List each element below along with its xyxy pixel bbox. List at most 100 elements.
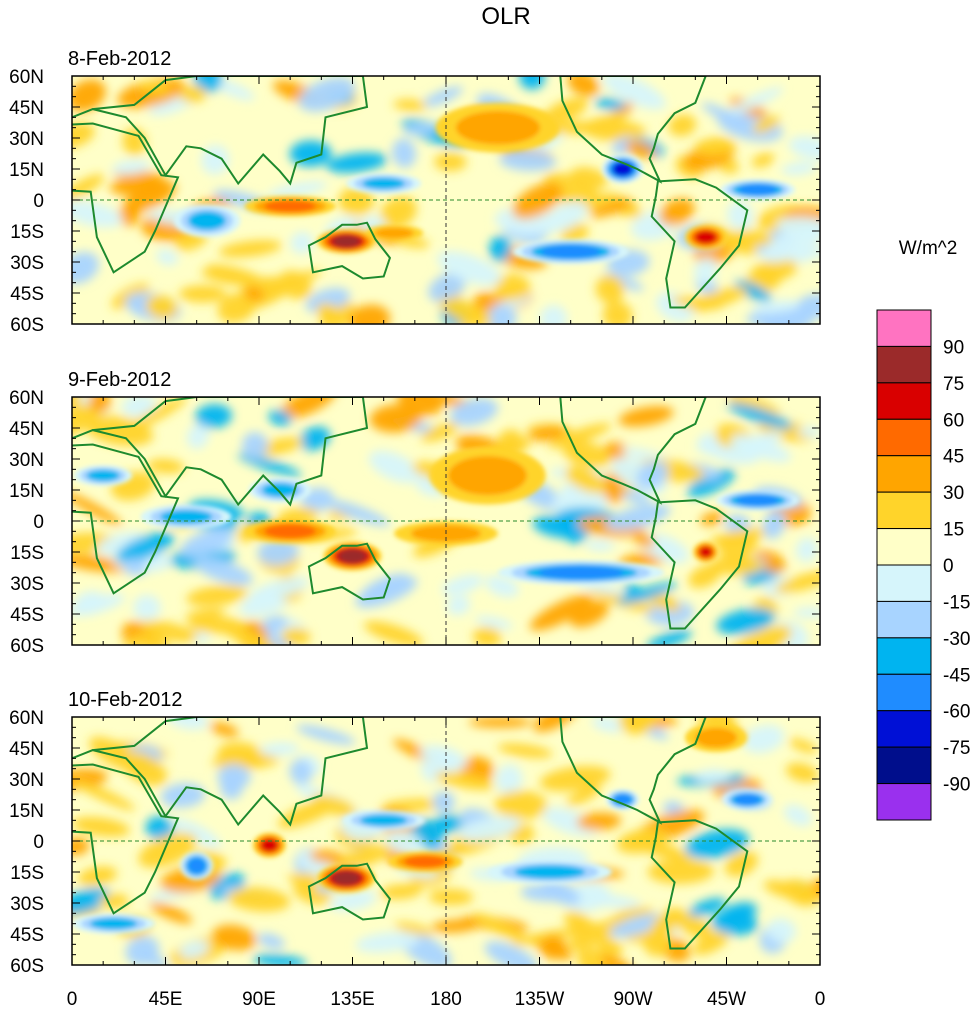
texture-blob — [121, 751, 167, 786]
texture-blob — [499, 150, 557, 172]
texture-blob — [311, 794, 357, 817]
continent-outline — [650, 499, 749, 630]
texture-blob — [668, 114, 697, 137]
texture-blob — [209, 722, 239, 737]
colorbar-label: -15 — [943, 592, 970, 613]
texture-blob — [447, 595, 471, 616]
chart-title: OLR — [481, 3, 530, 30]
texture-blob — [797, 426, 820, 438]
texture-blob — [252, 954, 307, 965]
continent-outline — [72, 763, 180, 915]
texture-blob — [369, 450, 420, 483]
texture-blob — [724, 851, 758, 877]
texture-blob — [382, 798, 448, 811]
x-axis: 0 45E 90E 135E 180 135W 90W 45W 0 — [67, 989, 826, 1010]
texture-blob — [200, 269, 252, 286]
texture-blob — [217, 741, 265, 770]
texture-blob — [605, 504, 671, 531]
texture-blob — [363, 621, 424, 645]
texture-blob — [458, 816, 521, 842]
texture-blob — [567, 76, 600, 97]
texture-blob — [267, 181, 328, 199]
texture-blob — [145, 295, 178, 320]
texture-blob — [133, 594, 161, 621]
texture-blob — [569, 167, 608, 190]
anomaly-field — [72, 397, 820, 645]
anomaly-band — [738, 184, 777, 195]
colorbar-swatch — [876, 528, 932, 566]
anomaly-field — [72, 717, 820, 965]
texture-blob — [296, 724, 356, 745]
texture-blob — [485, 575, 519, 598]
lat-tick-label: 60N — [9, 388, 44, 409]
texture-blob — [217, 292, 256, 323]
texture-blob — [435, 771, 495, 791]
texture-blob — [324, 499, 390, 527]
texture-blob — [217, 764, 251, 790]
texture-blob — [72, 251, 99, 284]
texture-blob — [218, 240, 282, 258]
texture-blob — [72, 174, 105, 201]
colorbar-swatch — [876, 710, 932, 748]
texture-blob — [237, 453, 302, 477]
lat-tick-label: 60S — [10, 636, 44, 657]
colorbar-units: W/m^2 — [899, 238, 958, 259]
texture-blob — [72, 554, 130, 573]
texture-blob — [647, 859, 714, 884]
anomaly-band — [455, 110, 541, 145]
texture-blob — [89, 397, 111, 413]
texture-blob — [540, 305, 568, 324]
texture-blob — [565, 466, 607, 494]
lat-tick-label: 15S — [10, 222, 44, 243]
texture-blob — [684, 829, 749, 859]
texture-blob — [316, 303, 342, 323]
colorbar-label: 90 — [943, 337, 964, 358]
texture-blob — [434, 152, 467, 172]
anomaly-band — [695, 727, 738, 748]
lat-tick-label: 45S — [10, 925, 44, 946]
texture-blob — [489, 235, 512, 262]
anomaly-band — [86, 469, 120, 482]
texture-blob — [428, 272, 466, 302]
texture-blob — [125, 935, 160, 965]
colorbar-swatch — [876, 382, 932, 420]
texture-blob — [186, 585, 248, 607]
texture-blob — [625, 140, 656, 159]
texture-layer — [72, 76, 820, 324]
anomaly-band — [332, 235, 361, 248]
texture-blob — [329, 890, 377, 912]
lat-tick-label: 0 — [33, 832, 44, 853]
texture-blob — [432, 791, 455, 813]
texture-blob — [539, 765, 611, 792]
lon-tick-label: 180 — [430, 989, 462, 1010]
texture-blob — [619, 717, 657, 735]
texture-blob — [543, 172, 603, 211]
texture-blob — [193, 76, 223, 93]
continent-outline — [72, 397, 369, 507]
texture-blob — [602, 301, 633, 324]
texture-blob — [570, 892, 642, 909]
anomaly-band — [262, 482, 298, 498]
anomaly-band — [374, 227, 414, 239]
texture-blob — [122, 636, 148, 645]
texture-blob — [472, 626, 502, 645]
lat-tick-label: 30N — [9, 770, 44, 791]
texture-blob — [728, 87, 784, 115]
texture-blob — [259, 742, 300, 756]
lat-tick-label: 0 — [33, 512, 44, 533]
texture-blob — [394, 922, 434, 936]
texture-blob — [111, 159, 151, 175]
anomaly-band — [362, 177, 405, 190]
texture-blob — [788, 738, 818, 754]
texture-blob — [548, 423, 612, 449]
continent-outline — [72, 76, 369, 186]
texture-blob — [782, 879, 819, 907]
colorbar-label: 60 — [943, 410, 964, 431]
texture-blob — [468, 717, 532, 728]
texture-blob — [149, 902, 193, 924]
feature-layer — [173, 102, 796, 265]
continent-outline — [650, 178, 749, 309]
texture-blob — [72, 837, 90, 856]
texture-blob — [171, 818, 222, 848]
lat-tick-label: 15N — [9, 481, 44, 502]
